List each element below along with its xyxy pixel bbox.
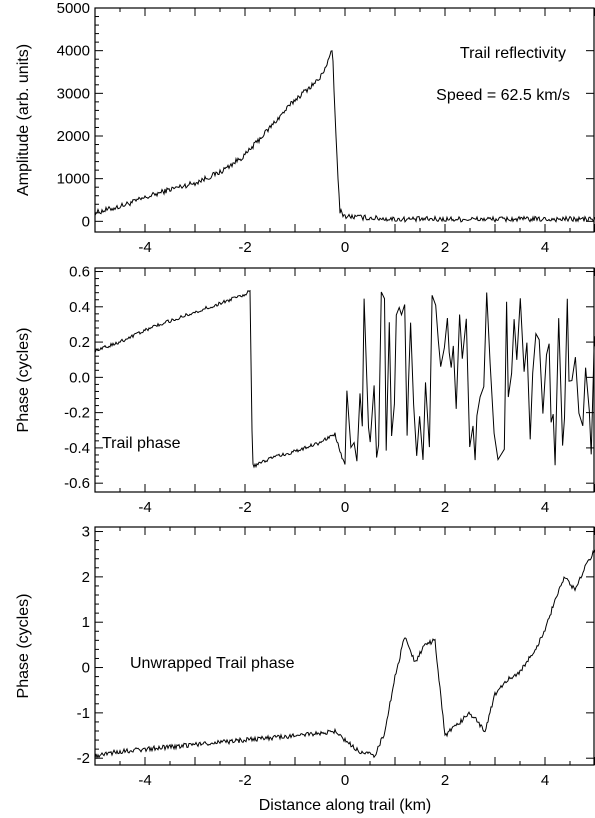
y-tick-label: 1000 <box>57 171 90 188</box>
x-tick-label: -4 <box>138 772 151 789</box>
data-series-line <box>95 289 595 469</box>
phase-panel: -4 -2 0 2 4 -0.6 -0.4 -0.2 0.0 0.2 0.4 0.6 Phase (cy… <box>15 264 595 516</box>
axes-frame <box>94 526 595 766</box>
x-tick-label: -4 <box>138 499 151 516</box>
amplitude-panel: -4 -2 0 2 4 0 1000 2000 3000 4000 5000 Amplitude (a… <box>15 0 595 256</box>
x-tick-label: -2 <box>238 239 251 256</box>
unwrapped-phase-panel: -4 -2 0 2 4 -2 -1 0 1 2 3 Phase (cycles) Distance al… <box>15 524 595 814</box>
y-tick-label: 2000 <box>57 128 90 145</box>
y-tick-label: 0 <box>82 660 90 677</box>
y-tick-label: 2 <box>82 569 90 586</box>
x-axis-label: Distance along trail (km) <box>259 797 432 814</box>
x-tick-label: -4 <box>138 239 151 256</box>
y-tick-label: 5000 <box>57 0 90 17</box>
chart-annotation: Trail reflectivity <box>460 45 566 62</box>
y-tick-label: 0.4 <box>69 299 90 316</box>
data-series-line <box>95 50 595 224</box>
x-tick-label: 4 <box>541 499 549 516</box>
axes-frame <box>94 7 595 233</box>
x-tick-label: -2 <box>238 772 251 789</box>
y-tick-label: -2 <box>77 750 90 767</box>
axes-frame <box>94 267 595 493</box>
y-tick-label: 3000 <box>57 85 90 102</box>
y-axis-label: Amplitude (arb. units) <box>15 44 32 196</box>
x-tick-label: 4 <box>541 239 549 256</box>
x-tick-label: 2 <box>441 499 449 516</box>
chart-annotation: Trail phase <box>102 435 181 452</box>
x-tick-label: 0 <box>341 239 349 256</box>
y-tick-label: 0.6 <box>69 264 90 281</box>
y-tick-label: 3 <box>82 524 90 541</box>
x-tick-label: 4 <box>541 772 549 789</box>
y-axis-label: Phase (cycles) <box>15 594 32 699</box>
y-tick-label: 0 <box>82 213 90 230</box>
chart-annotation: Unwrapped Trail phase <box>130 655 295 672</box>
y-tick-label: -0.4 <box>64 440 90 457</box>
y-tick-label: 0.2 <box>69 334 90 351</box>
y-tick-label: -0.6 <box>64 475 90 492</box>
x-tick-label: 0 <box>341 772 349 789</box>
y-tick-label: -1 <box>77 705 90 722</box>
y-axis-label: Phase (cycles) <box>15 328 32 433</box>
data-series-line <box>95 549 595 760</box>
x-tick-label: 2 <box>441 772 449 789</box>
y-tick-label: 0.0 <box>69 369 90 386</box>
y-tick-label: 4000 <box>57 43 90 60</box>
x-tick-label: -2 <box>238 499 251 516</box>
x-tick-label: 0 <box>341 499 349 516</box>
y-tick-label: 1 <box>82 614 90 631</box>
y-tick-label: -0.2 <box>64 405 90 422</box>
x-tick-label: 2 <box>441 239 449 256</box>
chart-annotation: Speed = 62.5 km/s <box>436 87 570 104</box>
